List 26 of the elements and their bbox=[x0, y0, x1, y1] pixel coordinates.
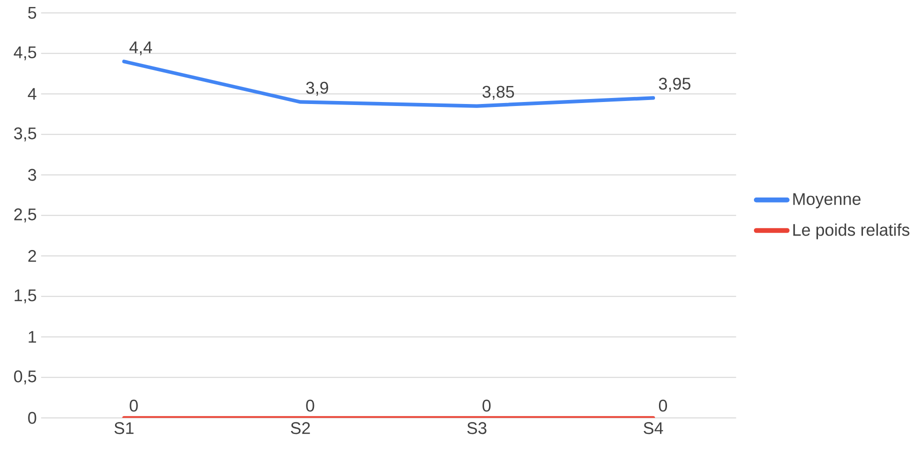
data-label: 3,85 bbox=[482, 86, 514, 100]
data-label: 0 bbox=[306, 400, 314, 412]
data-label: 3,9 bbox=[306, 82, 328, 96]
y-tick-label: 1,5 bbox=[14, 289, 36, 304]
x-tick-label: S3 bbox=[467, 422, 486, 434]
y-tick-label: 3 bbox=[28, 168, 36, 181]
y-tick-label: 4,5 bbox=[14, 46, 36, 60]
x-tick-label: S4 bbox=[644, 422, 664, 434]
y-tick-label: 0 bbox=[28, 412, 36, 424]
y-tick-label: 4 bbox=[28, 88, 36, 100]
y-tick-label: 2 bbox=[28, 250, 36, 262]
legend-label: Le poids relatifs bbox=[793, 223, 910, 240]
y-tick-label: 1 bbox=[28, 331, 36, 343]
y-tick-label: 5 bbox=[28, 6, 36, 19]
line-series bbox=[122, 60, 656, 108]
legend-label: Moyenne bbox=[793, 193, 861, 208]
data-label: 0 bbox=[130, 400, 138, 412]
data-label: 4,4 bbox=[129, 41, 152, 56]
data-label: 0 bbox=[658, 400, 668, 412]
data-label: 3,95 bbox=[658, 78, 690, 92]
x-tick-label: S1 bbox=[114, 422, 134, 434]
y-tick-label: 0,5 bbox=[14, 370, 36, 384]
x-tick-label: S2 bbox=[290, 422, 310, 434]
y-tick-label: 3,5 bbox=[14, 127, 36, 142]
data-label: 0 bbox=[482, 400, 491, 412]
y-tick-label: 2,5 bbox=[14, 208, 36, 222]
